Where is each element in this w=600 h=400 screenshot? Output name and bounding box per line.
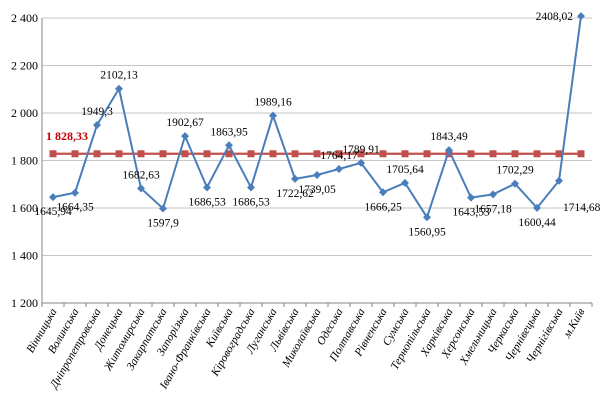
average-marker: [401, 150, 409, 158]
data-label: 1657,18: [474, 203, 512, 215]
average-marker: [203, 150, 211, 158]
data-point: [71, 188, 79, 197]
data-point: [269, 111, 277, 120]
data-label: 2102,13: [100, 70, 138, 82]
data-label: 1714,68: [563, 202, 600, 214]
average-marker: [577, 150, 585, 158]
average-marker: [423, 150, 431, 158]
data-label: 1843,49: [430, 131, 468, 143]
data-point: [225, 141, 233, 150]
average-marker: [489, 150, 497, 158]
average-marker: [181, 150, 189, 158]
average-marker: [247, 150, 255, 158]
grid-lines: [42, 17, 592, 304]
average-marker: [313, 150, 321, 158]
data-label: 1686,53: [232, 196, 270, 208]
y-tick-label: 1 600: [11, 201, 38, 215]
data-label: 1600,44: [518, 217, 556, 229]
y-tick-label: 1 800: [11, 154, 38, 168]
data-label: 1686,53: [188, 196, 226, 208]
y-axis: 1 200 1 400 1 600 1 800 2 000 2 200 2 400: [11, 11, 43, 310]
data-label: 1682,63: [122, 169, 160, 181]
data-label: 1722,62: [276, 188, 314, 200]
y-tick-label: 2 000: [11, 106, 38, 120]
x-axis: ВінницькаВолинськаДніпропетровськаДонець…: [25, 302, 593, 392]
average-marker: [93, 150, 101, 158]
average-marker: [115, 150, 123, 158]
data-label: 1702,29: [496, 165, 534, 177]
data-label: 1597,9: [147, 217, 179, 229]
data-label: 1789,91: [342, 144, 380, 156]
data-point: [291, 174, 299, 183]
data-label: 1645,94: [34, 206, 72, 218]
data-label: 1902,67: [166, 117, 204, 129]
average-marker: [357, 150, 365, 158]
average-label: 1 828,33: [46, 129, 88, 143]
data-point: [313, 170, 321, 179]
average-marker: [467, 150, 475, 158]
data-point: [467, 193, 475, 202]
data-point: [577, 12, 585, 21]
data-point: [445, 146, 453, 155]
data-point: [511, 179, 519, 188]
data-label: 2408,02: [536, 11, 574, 23]
data-point: [247, 183, 255, 192]
data-label: 1666,25: [364, 201, 402, 213]
average-marker: [291, 150, 299, 158]
average-series: 1 828,33: [46, 129, 585, 158]
y-tick-label: 2 200: [11, 59, 38, 73]
data-point: [555, 176, 563, 185]
data-point: [335, 165, 343, 174]
regions-series: [49, 12, 585, 222]
data-point: [115, 84, 123, 93]
data-point: [203, 183, 211, 192]
data-point: [159, 204, 167, 213]
data-point: [93, 121, 101, 130]
data-point: [379, 188, 387, 197]
data-label: 1989,16: [254, 97, 292, 109]
data-point: [401, 178, 409, 187]
data-label: 1764,17: [320, 150, 358, 162]
y-tick-label: 1 400: [11, 249, 38, 263]
y-tick-label: 1 200: [11, 296, 38, 310]
data-point: [181, 132, 189, 141]
average-marker: [159, 150, 167, 158]
average-marker: [533, 150, 541, 158]
average-marker: [379, 150, 387, 158]
data-label: 1863,95: [210, 126, 248, 138]
data-point: [533, 203, 541, 212]
data-label: 1739,05: [298, 184, 336, 196]
data-point: [489, 190, 497, 199]
average-marker: [137, 150, 145, 158]
data-point: [49, 193, 57, 202]
y-tick-label: 2 400: [11, 11, 38, 25]
data-label: 1560,95: [408, 226, 446, 238]
x-tick-label: м.Київ: [561, 307, 588, 341]
average-marker: [335, 150, 343, 158]
average-marker: [49, 150, 57, 158]
data-label: 1705,64: [386, 164, 424, 176]
average-marker: [269, 150, 277, 158]
average-marker: [511, 150, 519, 158]
data-label: 1643,53: [452, 207, 490, 219]
average-marker: [225, 150, 233, 158]
data-point: [357, 158, 365, 167]
data-point: [137, 184, 145, 193]
average-marker: [71, 150, 79, 158]
data-label: 1949,3: [81, 106, 113, 118]
average-marker: [555, 150, 563, 158]
data-point: [423, 213, 431, 222]
data-label: 1664,35: [56, 202, 94, 214]
